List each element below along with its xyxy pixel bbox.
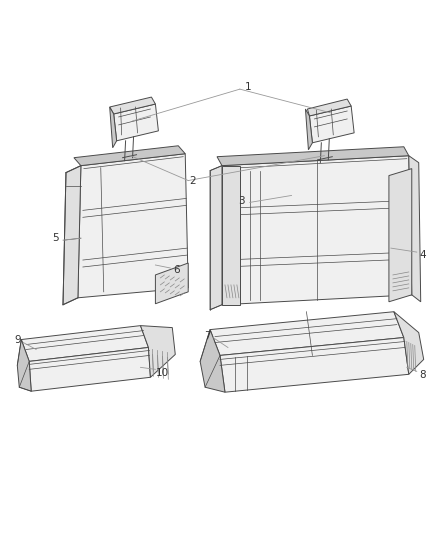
Text: 6: 6 <box>173 265 180 275</box>
Text: 4: 4 <box>420 250 426 260</box>
Polygon shape <box>307 99 351 116</box>
Polygon shape <box>220 337 409 392</box>
Text: 1: 1 <box>244 82 251 92</box>
Polygon shape <box>17 340 31 391</box>
Polygon shape <box>309 106 354 143</box>
Polygon shape <box>155 263 188 304</box>
Polygon shape <box>200 329 225 392</box>
Text: 2: 2 <box>189 175 195 185</box>
Polygon shape <box>74 146 185 166</box>
Polygon shape <box>394 312 424 374</box>
Polygon shape <box>141 326 175 377</box>
Polygon shape <box>110 97 155 114</box>
Text: 8: 8 <box>420 370 426 381</box>
Polygon shape <box>63 166 81 305</box>
Polygon shape <box>29 348 150 391</box>
Polygon shape <box>409 156 421 302</box>
Polygon shape <box>110 107 117 148</box>
Polygon shape <box>389 168 412 302</box>
Text: 10: 10 <box>156 368 169 378</box>
Polygon shape <box>217 147 409 166</box>
Polygon shape <box>210 312 404 356</box>
Text: 3: 3 <box>239 197 245 206</box>
Polygon shape <box>78 154 188 298</box>
Polygon shape <box>305 109 312 150</box>
Text: 7: 7 <box>204 330 210 341</box>
Polygon shape <box>222 166 240 305</box>
Text: 5: 5 <box>52 233 58 243</box>
Polygon shape <box>114 104 159 141</box>
Polygon shape <box>222 156 412 305</box>
Polygon shape <box>21 326 148 361</box>
Polygon shape <box>210 166 222 310</box>
Text: 9: 9 <box>14 335 21 344</box>
